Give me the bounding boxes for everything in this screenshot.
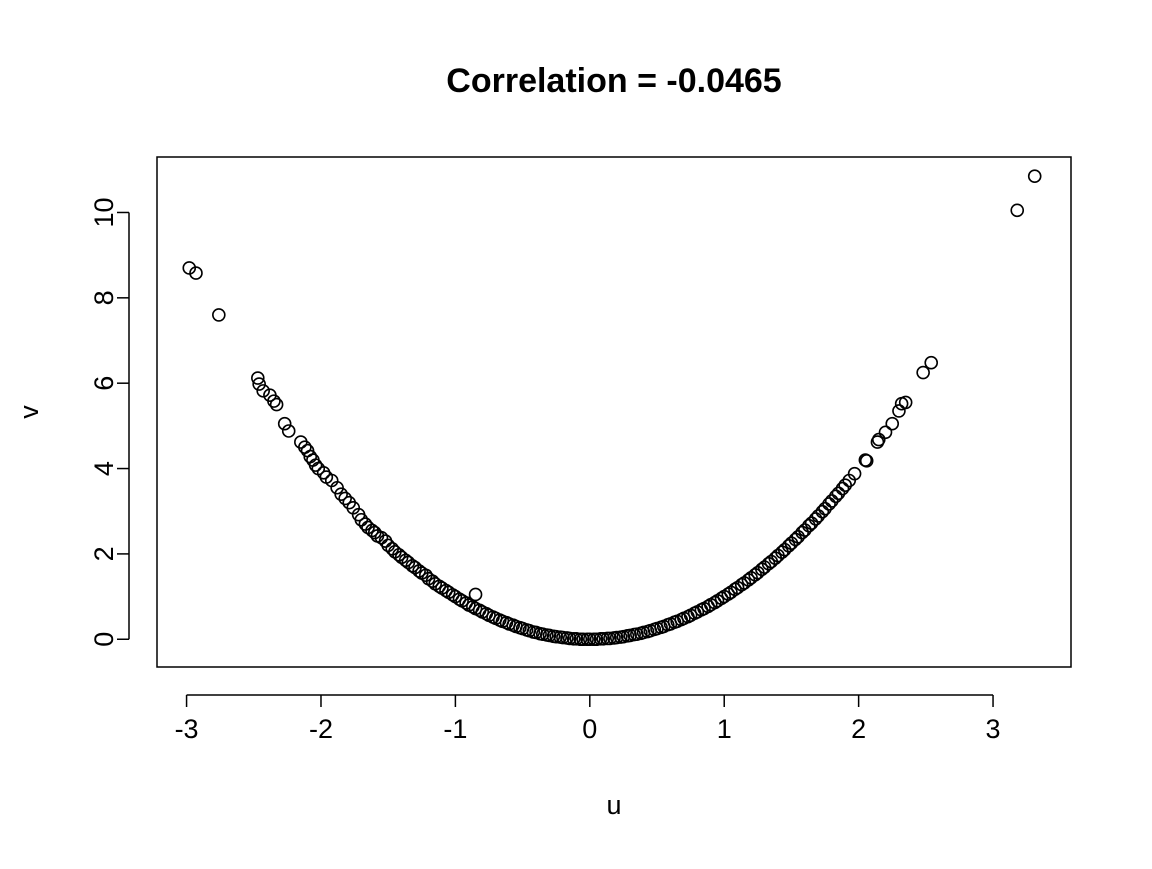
- data-point: [589, 632, 604, 647]
- data-point: [815, 504, 830, 519]
- data-point: [871, 432, 886, 447]
- y-tick-label: 6: [89, 376, 119, 391]
- data-point: [808, 512, 823, 526]
- x-axis-label: u: [606, 790, 621, 820]
- plot-box: [156, 156, 1072, 668]
- data-point: [714, 591, 729, 606]
- data-point: [838, 478, 852, 492]
- data-point: [445, 588, 460, 602]
- points-layer: [182, 169, 1042, 647]
- data-point: [334, 487, 348, 501]
- chart-title: Correlation = -0.0465: [446, 62, 781, 100]
- data-point: [603, 631, 617, 646]
- y-tick-label: 0: [89, 632, 119, 647]
- data-point: [878, 425, 893, 440]
- x-tick-label: -2: [309, 714, 333, 744]
- data-point: [828, 489, 843, 504]
- data-point: [609, 630, 624, 645]
- data-point: [824, 494, 839, 508]
- data-point: [728, 582, 742, 597]
- data-point: [804, 516, 819, 530]
- data-point: [308, 458, 323, 472]
- data-point: [822, 497, 836, 511]
- data-point: [252, 377, 266, 391]
- data-point: [556, 630, 570, 645]
- data-point: [835, 481, 850, 496]
- data-point: [212, 308, 226, 322]
- x-tick-label: -1: [443, 714, 467, 744]
- data-point: [924, 355, 939, 370]
- y-tick-label: 8: [89, 290, 119, 305]
- data-point: [885, 416, 900, 431]
- data-point: [269, 397, 284, 412]
- data-point: [569, 632, 584, 646]
- data-point: [432, 579, 447, 594]
- data-point: [549, 629, 564, 644]
- y-tick-label: 4: [89, 461, 119, 476]
- data-point: [468, 587, 483, 602]
- data-point: [916, 365, 930, 380]
- data-point: [859, 454, 874, 468]
- data-point: [251, 371, 265, 385]
- data-point: [277, 416, 292, 431]
- data-point: [583, 632, 597, 647]
- data-point: [256, 384, 270, 398]
- data-point: [412, 564, 426, 578]
- data-point: [576, 632, 590, 647]
- x-tick-label: 1: [717, 714, 732, 744]
- data-point: [831, 486, 846, 501]
- data-point: [847, 466, 862, 481]
- data-point: [898, 395, 913, 410]
- data-point: [338, 491, 352, 506]
- data-point: [596, 632, 611, 646]
- x-axis: -3 -2 -1 0 1 2 3: [175, 694, 1001, 744]
- data-point: [724, 585, 738, 600]
- data-point: [811, 509, 826, 523]
- data-point: [354, 512, 369, 527]
- y-tick-label: 2: [89, 546, 119, 561]
- data-point: [892, 404, 906, 418]
- x-tick-label: 3: [986, 714, 1001, 744]
- data-point: [562, 631, 577, 646]
- x-tick-label: 2: [851, 714, 866, 744]
- data-point: [818, 501, 832, 516]
- y-axis: 0 2 4 6 8 10: [89, 197, 130, 647]
- data-point: [1027, 169, 1042, 184]
- data-point: [267, 394, 281, 408]
- y-tick-label: 10: [89, 197, 119, 227]
- x-tick-label: 0: [582, 714, 597, 744]
- x-tick-label: -3: [175, 714, 199, 744]
- data-point: [734, 577, 749, 592]
- data-point: [1010, 203, 1025, 218]
- data-point: [189, 266, 203, 280]
- y-axis-label: v: [14, 405, 44, 419]
- data-point: [452, 592, 467, 606]
- data-point: [708, 595, 722, 610]
- data-point: [374, 530, 389, 545]
- data-point: [281, 424, 296, 438]
- data-point: [439, 583, 453, 598]
- data-point: [721, 587, 736, 601]
- data-point: [730, 580, 745, 595]
